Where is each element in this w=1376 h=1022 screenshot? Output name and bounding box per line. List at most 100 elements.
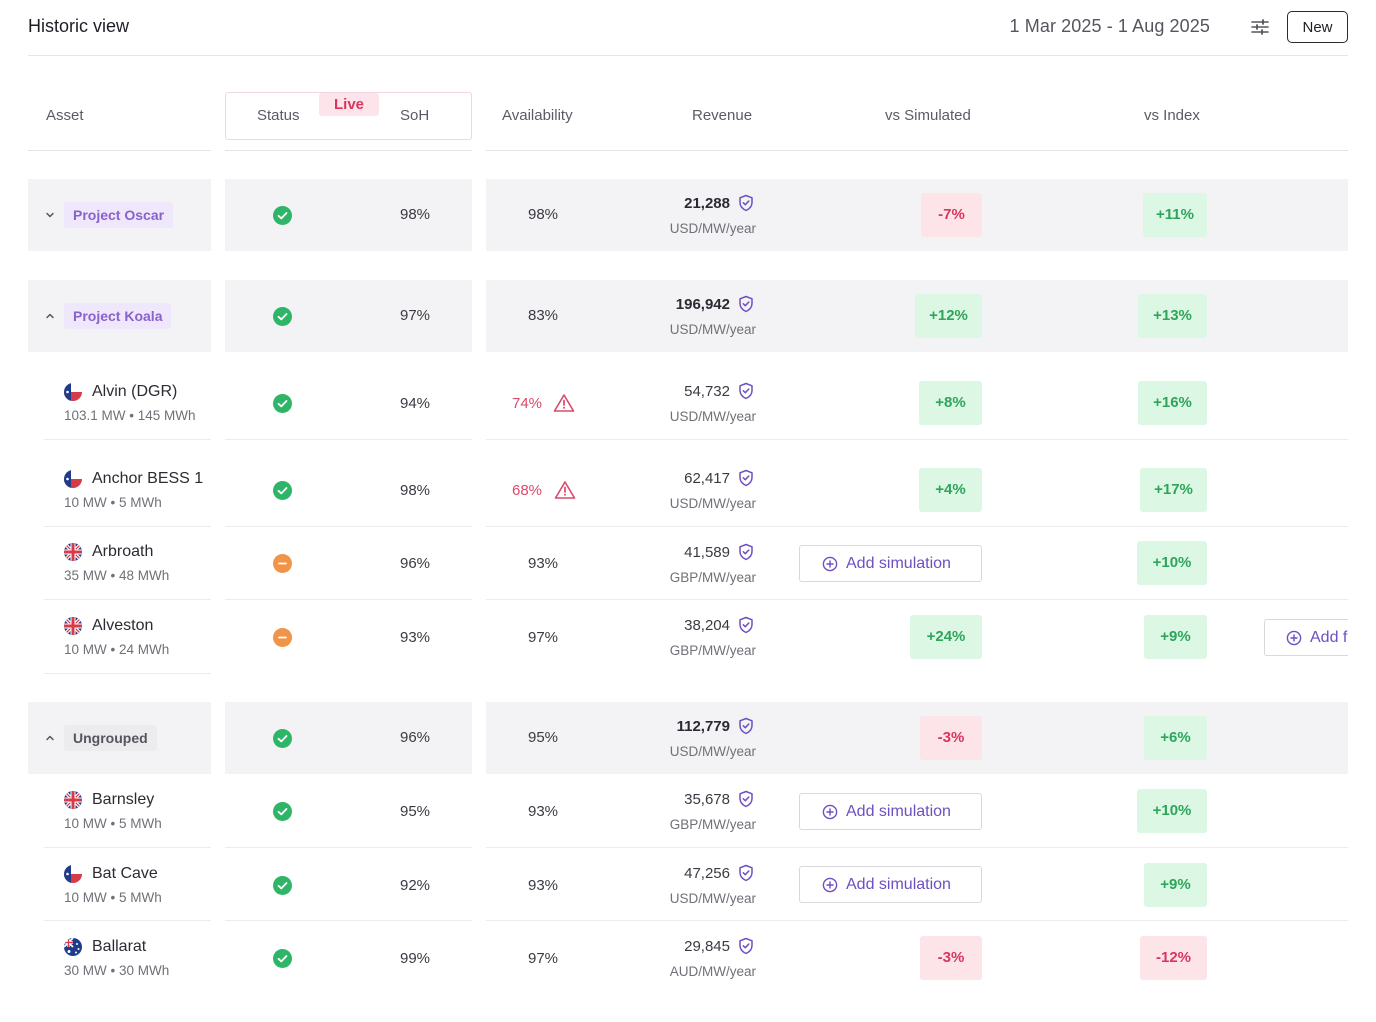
availability-value: 98% <box>527 206 559 223</box>
plus-circle-icon <box>822 804 838 820</box>
row-divider <box>44 920 211 921</box>
warning-icon <box>553 394 575 412</box>
revenue-unit: GBP/MW/year <box>669 643 756 658</box>
asset-name[interactable]: Arbroath <box>92 543 154 560</box>
row-divider <box>44 673 211 674</box>
add-simulation-button[interactable]: Add simulation <box>799 545 982 582</box>
vs-index-badge: +11% <box>1143 193 1207 237</box>
add-simulation-button[interactable]: Add simulation <box>799 793 982 830</box>
vs-simulated-badge: +24% <box>910 615 982 659</box>
revenue-unit: USD/MW/year <box>669 409 756 424</box>
shield-check-icon <box>739 543 753 561</box>
column-header-asset[interactable]: Asset <box>46 107 84 124</box>
date-range-picker[interactable]: 1 Mar 2025 - 1 Aug 2025 <box>1009 16 1210 36</box>
column-header-revenue[interactable]: Revenue <box>692 107 753 124</box>
status-ok-icon <box>273 481 292 500</box>
soh-value: 98% <box>399 482 431 499</box>
group-tag[interactable]: Project Koala <box>64 303 172 329</box>
soh-value: 94% <box>399 395 431 412</box>
status-ok-icon <box>273 729 292 748</box>
header-divider <box>28 150 211 151</box>
asset-spec: 30 MW • 30 MWh <box>64 963 170 978</box>
shield-check-icon <box>739 790 753 808</box>
chevron-up-icon[interactable] <box>44 310 56 322</box>
add-simulation-label: Add simulation <box>846 555 951 572</box>
page-title: Historic view <box>28 16 130 36</box>
soh-value: 98% <box>399 206 431 223</box>
vs-index-badge: +10% <box>1137 789 1207 833</box>
column-header-status[interactable]: Status <box>257 107 300 124</box>
shield-check-icon <box>739 295 753 313</box>
plus-circle-icon <box>1286 630 1302 646</box>
add-simulation-button[interactable]: Add simulation <box>799 866 982 903</box>
shield-check-icon <box>739 194 753 212</box>
row-divider <box>225 920 472 921</box>
asset-spec: 35 MW • 48 MWh <box>64 568 170 583</box>
row-divider <box>44 526 211 527</box>
vs-simulated-badge: +8% <box>919 381 982 425</box>
column-header-vs-index[interactable]: vs Index <box>1144 107 1200 124</box>
vs-simulated-badge: +12% <box>915 294 982 338</box>
vs-index-badge: +16% <box>1138 381 1207 425</box>
shield-check-icon <box>739 717 753 735</box>
shield-check-icon <box>739 469 753 487</box>
top-bar: Historic view 1 Mar 2025 - 1 Aug 2025 Ne… <box>28 0 1348 56</box>
revenue-unit: GBP/MW/year <box>669 570 756 585</box>
vs-index-badge: +13% <box>1138 294 1207 338</box>
sliders-icon[interactable] <box>1248 15 1272 39</box>
soh-value: 92% <box>399 877 431 894</box>
new-button[interactable]: New <box>1287 11 1348 43</box>
uk-flag-icon <box>64 543 82 561</box>
add-simulation-label: Add simulation <box>846 876 951 893</box>
texas-flag-icon <box>64 383 82 401</box>
asset-name[interactable]: Barnsley <box>92 791 155 808</box>
group-tag[interactable]: Ungrouped <box>64 725 157 751</box>
availability-value: 93% <box>527 803 559 820</box>
revenue-value: 62,417 <box>684 470 730 487</box>
row-divider <box>225 439 472 440</box>
asset-spec: 10 MW • 24 MWh <box>64 642 170 657</box>
status-ok-icon <box>273 949 292 968</box>
status-ok-icon <box>273 802 292 821</box>
soh-value: 99% <box>399 950 431 967</box>
column-header-availability[interactable]: Availability <box>502 107 573 124</box>
row-divider <box>486 599 1348 600</box>
row-divider <box>44 439 211 440</box>
chevron-up-icon[interactable] <box>44 732 56 744</box>
texas-flag-icon <box>64 865 82 883</box>
chevron-down-icon[interactable] <box>44 209 56 221</box>
soh-value: 95% <box>399 803 431 820</box>
asset-name[interactable]: Alveston <box>92 617 154 634</box>
asset-name[interactable]: Anchor BESS 1 <box>92 470 204 487</box>
shield-check-icon <box>739 864 753 882</box>
group-row-bg <box>225 179 472 251</box>
status-ok-icon <box>273 394 292 413</box>
column-header-soh[interactable]: SoH <box>400 107 430 124</box>
group-tag[interactable]: Project Oscar <box>64 202 174 228</box>
revenue-value: 54,732 <box>684 383 730 400</box>
status-ok-icon <box>273 206 292 225</box>
revenue-value: 35,678 <box>684 791 730 808</box>
asset-name[interactable]: Bat Cave <box>92 865 158 882</box>
soh-value: 97% <box>399 307 431 324</box>
asset-spec: 103.1 MW • 145 MWh <box>64 408 196 423</box>
revenue-value: 112,779 <box>676 718 730 735</box>
uk-flag-icon <box>64 791 82 809</box>
asset-name[interactable]: Alvin (DGR) <box>92 383 178 400</box>
availability-value: 68% <box>512 482 543 499</box>
availability-value: 97% <box>527 629 559 646</box>
asset-name[interactable]: Ballarat <box>92 938 147 955</box>
vs-simulated-badge: +4% <box>919 468 982 512</box>
soh-value: 96% <box>399 729 431 746</box>
live-badge: Live <box>319 93 379 116</box>
shield-check-icon <box>739 937 753 955</box>
warning-icon <box>554 481 576 499</box>
asset-spec: 10 MW • 5 MWh <box>64 816 162 831</box>
vs-simulated-badge: -7% <box>921 193 982 237</box>
row-divider <box>44 599 211 600</box>
column-header-vs-simulated[interactable]: vs Simulated <box>885 107 971 124</box>
revenue-value: 29,845 <box>684 938 730 955</box>
vs-simulated-badge: -3% <box>920 716 982 760</box>
add-forecast-label: Add f <box>1310 629 1348 646</box>
revenue-value: 38,204 <box>684 617 730 634</box>
